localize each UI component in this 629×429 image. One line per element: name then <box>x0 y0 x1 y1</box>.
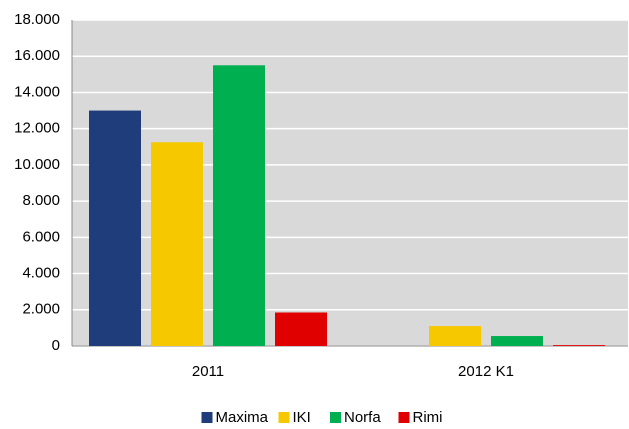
legend-swatch <box>278 412 290 423</box>
x-tick-label: 2012 K1 <box>458 363 514 380</box>
legend-label: Norfa <box>344 409 381 426</box>
y-tick-label: 12.000 <box>14 120 60 137</box>
bar <box>553 345 605 346</box>
y-tick-label: 8.000 <box>22 192 60 209</box>
legend-label: IKI <box>293 409 311 426</box>
y-tick-label: 0 <box>52 337 60 354</box>
legend-swatch <box>398 412 410 423</box>
y-tick-label: 10.000 <box>14 156 60 173</box>
bar <box>89 110 141 346</box>
y-tick-label: 2.000 <box>22 301 60 318</box>
bar <box>429 326 481 346</box>
y-tick-label: 6.000 <box>22 228 60 245</box>
bar <box>491 336 543 346</box>
y-tick-label: 18.000 <box>14 11 60 28</box>
bar <box>151 142 203 346</box>
legend-swatch <box>330 412 341 423</box>
y-tick-label: 14.000 <box>14 83 60 100</box>
legend-swatch <box>201 412 213 423</box>
legend-label: Rimi <box>413 409 443 426</box>
y-tick-label: 16.000 <box>14 47 60 64</box>
bar <box>213 65 265 347</box>
legend-label: Maxima <box>216 409 269 426</box>
bar <box>275 312 327 346</box>
x-tick-label: 2011 <box>192 363 224 380</box>
y-tick-label: 4.000 <box>22 265 60 282</box>
